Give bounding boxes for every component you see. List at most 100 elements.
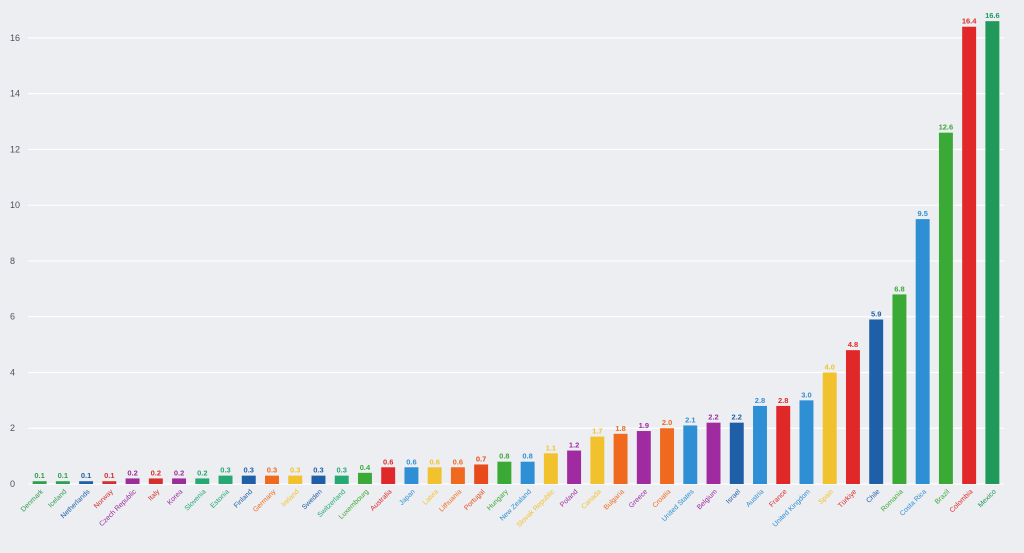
data-label: 4.8 xyxy=(848,340,858,349)
bar xyxy=(822,372,837,484)
data-label: 0.2 xyxy=(174,468,184,477)
bar xyxy=(195,478,210,484)
x-tick-label: Norway xyxy=(93,488,115,510)
data-label: 5.9 xyxy=(871,309,881,318)
data-label: 0.2 xyxy=(127,468,137,477)
bar xyxy=(683,425,698,484)
data-label: 1.2 xyxy=(569,441,579,450)
data-label: 0.3 xyxy=(244,466,254,475)
x-tick-label: Denmark xyxy=(20,488,45,513)
bar xyxy=(776,405,791,484)
bar xyxy=(520,461,535,484)
x-tick-label: Mexico xyxy=(977,488,998,509)
bar xyxy=(753,405,767,484)
data-label: 0.1 xyxy=(58,471,68,480)
x-tick-label: Türkiye xyxy=(837,488,858,509)
bar xyxy=(497,461,512,484)
data-label: 6.8 xyxy=(894,284,904,293)
data-label: 2.2 xyxy=(732,413,742,422)
bar xyxy=(357,472,372,484)
bar xyxy=(915,219,930,484)
bars xyxy=(32,21,1000,485)
x-tick-label: Italy xyxy=(147,488,161,502)
x-tick-label: Canada xyxy=(580,488,602,510)
bar xyxy=(102,481,117,484)
x-tick-label: Bulgaria xyxy=(603,488,626,511)
bar xyxy=(567,450,582,484)
bar xyxy=(381,467,396,484)
y-tick-label: 8 xyxy=(10,256,15,266)
value-labels: 0.1 0.1 0.1 0.1 0.2 0.2 0.2 0.2 0.3 0.3 0.3 0.3 0.3 0… xyxy=(34,11,999,480)
x-tick-label: Japan xyxy=(398,488,417,507)
bar xyxy=(613,433,628,484)
data-label: 2.1 xyxy=(685,415,695,424)
data-label: 3.0 xyxy=(801,390,811,399)
data-label: 0.3 xyxy=(220,466,230,475)
y-axis: 0 2 4 6 8 10 12 14 16 xyxy=(10,33,20,489)
data-label: 1.7 xyxy=(592,427,602,436)
bar xyxy=(172,478,187,484)
x-tick-label: Israel xyxy=(725,488,742,505)
x-tick-label: Estonia xyxy=(209,488,231,510)
x-tick-label: Hungary xyxy=(486,488,510,512)
data-label: 0.6 xyxy=(383,457,393,466)
bar xyxy=(799,400,814,484)
x-tick-label: Poland xyxy=(559,488,579,508)
y-tick-label: 6 xyxy=(10,312,15,322)
data-label: 0.8 xyxy=(499,452,509,461)
y-tick-label: 16 xyxy=(10,33,20,43)
data-label: 0.2 xyxy=(197,468,207,477)
bar xyxy=(543,453,558,484)
x-tick-label: Sweden xyxy=(301,488,324,511)
y-tick-label: 2 xyxy=(10,423,15,433)
data-label: 0.3 xyxy=(290,466,300,475)
data-label: 0.6 xyxy=(453,457,463,466)
bar xyxy=(590,436,605,484)
bar xyxy=(474,464,489,484)
data-label: 0.3 xyxy=(313,466,323,475)
data-label: 0.6 xyxy=(406,457,416,466)
bar xyxy=(450,467,465,484)
bar xyxy=(427,467,442,484)
x-tick-label: Iceland xyxy=(47,488,68,509)
bar xyxy=(32,481,47,484)
x-tick-label: Slovenia xyxy=(184,488,208,512)
x-tick-label: Brazil xyxy=(934,488,952,506)
bar xyxy=(660,428,675,484)
y-tick-label: 10 xyxy=(10,200,20,210)
bar xyxy=(985,21,1000,484)
bar xyxy=(288,475,303,484)
data-label: 1.8 xyxy=(615,424,625,433)
x-tick-label: Chile xyxy=(865,488,881,504)
y-tick-label: 14 xyxy=(10,89,20,99)
data-label: 2.8 xyxy=(778,396,788,405)
bar xyxy=(404,467,419,484)
data-label: 16.6 xyxy=(985,11,1000,20)
gridlines xyxy=(28,37,1004,485)
bar xyxy=(311,475,326,484)
bar xyxy=(148,478,163,484)
data-label: 4.0 xyxy=(824,362,834,371)
data-label: 2.8 xyxy=(755,396,765,405)
bar xyxy=(869,319,884,484)
data-label: 9.5 xyxy=(917,209,927,218)
x-tick-label: France xyxy=(768,488,788,508)
data-label: 0.4 xyxy=(360,463,371,472)
data-label: 0.1 xyxy=(81,471,91,480)
bar xyxy=(636,431,651,484)
bar xyxy=(79,481,94,484)
data-label: 1.9 xyxy=(639,421,649,430)
x-tick-label: Spain xyxy=(818,488,836,506)
bar xyxy=(334,475,349,484)
data-label: 2.0 xyxy=(662,418,672,427)
x-tick-label: Korea xyxy=(166,488,184,506)
data-label: 0.1 xyxy=(34,471,44,480)
data-label: 0.2 xyxy=(151,468,161,477)
bar xyxy=(241,475,256,484)
x-tick-label: Lithuania xyxy=(438,488,463,513)
y-tick-label: 12 xyxy=(10,144,20,154)
y-tick-label: 4 xyxy=(10,367,15,377)
x-tick-label: Belgium xyxy=(696,488,719,511)
